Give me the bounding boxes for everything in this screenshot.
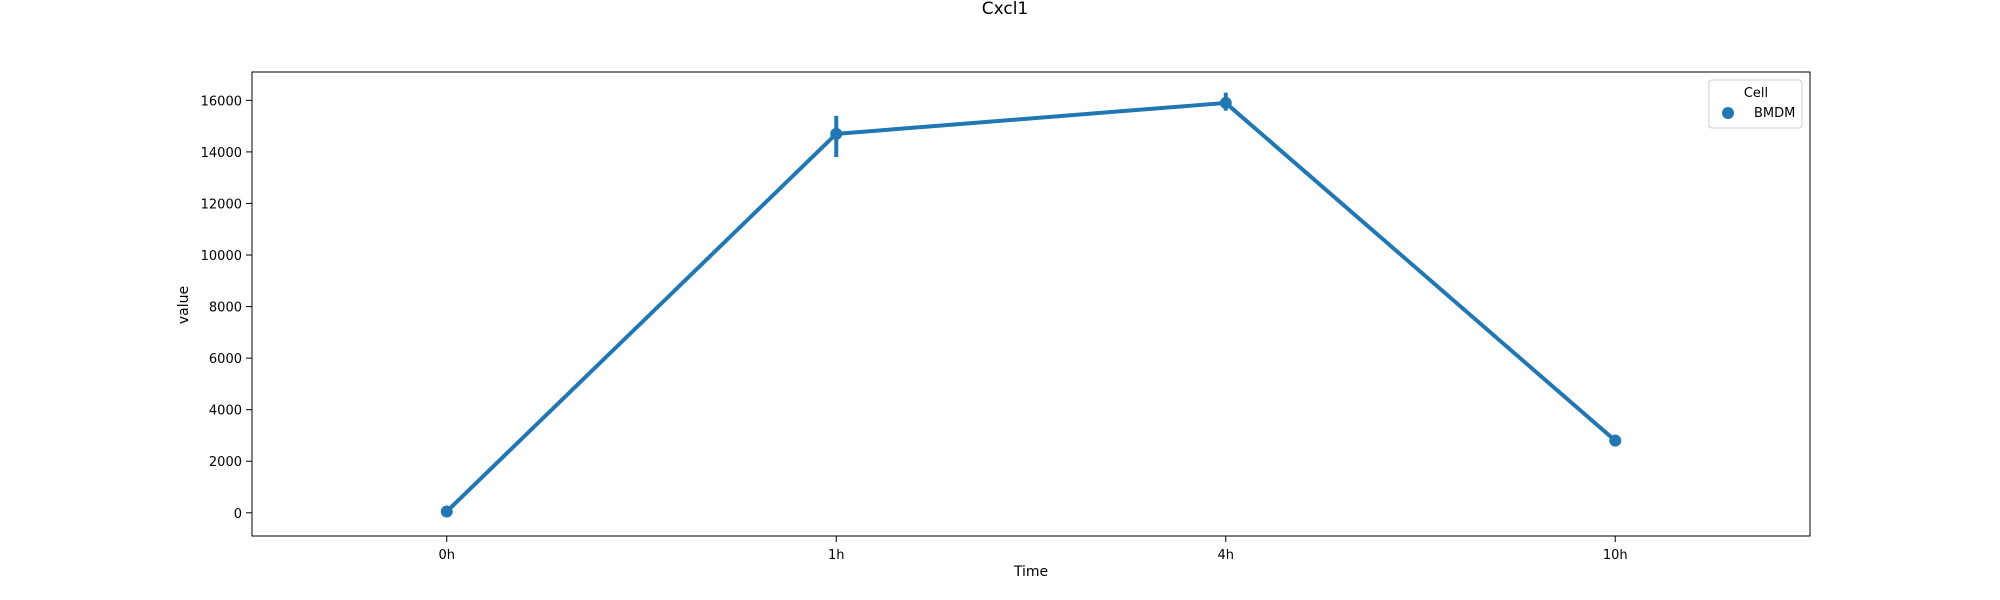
legend-title: Cell bbox=[1744, 86, 1768, 101]
x-tick-label: 1h bbox=[828, 548, 845, 563]
x-tick-label: 0h bbox=[438, 548, 455, 563]
data-point bbox=[830, 127, 843, 140]
data-point bbox=[1609, 434, 1622, 447]
chart-title: Cxcl1 bbox=[982, 0, 1029, 19]
y-tick-label: 4000 bbox=[209, 404, 242, 419]
y-tick-label: 10000 bbox=[201, 249, 242, 264]
series-line bbox=[445, 100, 1617, 513]
legend: Cell BMDM bbox=[1708, 79, 1803, 129]
plot-marks bbox=[440, 92, 1622, 518]
x-tick-label: 4h bbox=[1217, 548, 1234, 563]
legend-label: BMDM bbox=[1754, 106, 1795, 121]
x-axis-label: Time bbox=[1013, 564, 1048, 580]
y-tick-label: 2000 bbox=[209, 455, 242, 470]
y-tick-label: 6000 bbox=[209, 352, 242, 367]
y-tick-label: 8000 bbox=[209, 301, 242, 316]
data-point bbox=[1219, 96, 1232, 109]
x-axis-ticks: 0h 1h 4h 10h bbox=[438, 536, 1628, 563]
data-point bbox=[440, 505, 453, 518]
y-tick-label: 14000 bbox=[201, 146, 242, 161]
legend-marker bbox=[1722, 107, 1734, 119]
y-axis-label: value bbox=[176, 286, 192, 324]
y-tick-label: 0 bbox=[234, 507, 242, 522]
x-tick-label: 10h bbox=[1603, 548, 1628, 563]
plot-frame bbox=[251, 71, 1811, 537]
y-tick-label: 12000 bbox=[201, 197, 242, 212]
y-axis-ticks: 0 2000 4000 6000 8000 10000 12000 14000 16000 bbox=[201, 94, 252, 522]
y-tick-label: 16000 bbox=[201, 94, 242, 109]
